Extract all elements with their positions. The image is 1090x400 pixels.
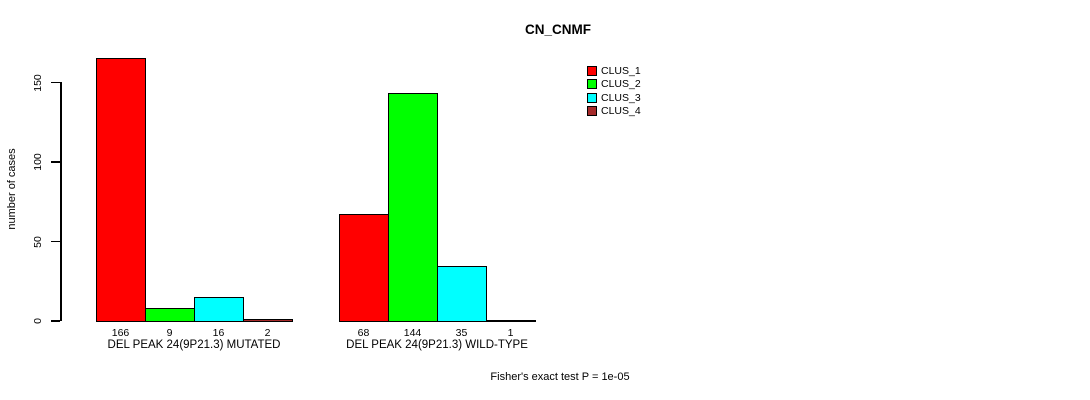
bar-clus_4 [243, 319, 293, 322]
bar-value-label: 2 [264, 327, 271, 339]
legend-label: CLUS_3 [601, 91, 641, 104]
y-tick-label: 150 [32, 73, 44, 92]
bar-value-label: 166 [111, 327, 130, 339]
y-tick-label: 50 [32, 235, 44, 248]
bar-clus_1 [339, 214, 389, 322]
legend-label: CLUS_4 [601, 105, 641, 117]
bar-clus_4 [486, 320, 536, 322]
legend-entry-clus_1: CLUS_1 [587, 64, 641, 77]
bar-value-label: 144 [403, 327, 422, 339]
chart-title: CN_CNMF [525, 22, 591, 37]
legend-swatch-icon [587, 79, 597, 89]
y-axis-line [60, 82, 62, 321]
bar-value-label: 35 [455, 327, 468, 339]
legend-swatch-icon [587, 106, 597, 116]
bar-clus_3 [194, 297, 244, 322]
legend-label: CLUS_2 [601, 78, 641, 90]
bar-value-label: 1 [507, 327, 514, 339]
y-tick-mark [51, 320, 60, 322]
legend-swatch-icon [587, 92, 597, 103]
bar-value-label: 16 [212, 327, 225, 339]
bar-clus_3 [437, 266, 487, 322]
legend-label: CLUS_1 [601, 64, 641, 77]
legend-entry-clus_3: CLUS_3 [587, 91, 641, 104]
y-tick-mark [51, 240, 60, 243]
bar-value-label: 9 [166, 327, 173, 339]
legend-swatch-icon [587, 65, 597, 76]
legend: CLUS_1 CLUS_2 CLUS_3 CLUS_4 [587, 65, 641, 117]
bar-clus_2 [145, 308, 195, 322]
y-tick-label: 0 [32, 318, 44, 324]
x-category-label: DEL PEAK 24(9P21.3) MUTATED [107, 339, 281, 351]
y-tick-mark [51, 81, 60, 84]
bar-clus_1 [96, 58, 146, 322]
x-category-label: DEL PEAK 24(9P21.3) WILD-TYPE [346, 339, 528, 351]
bar-value-label: 68 [357, 327, 370, 339]
bar-clus_2 [388, 93, 438, 322]
y-tick-mark [51, 161, 60, 163]
y-tick-label: 100 [32, 153, 44, 171]
legend-entry-clus_4: CLUS_4 [587, 105, 641, 117]
legend-entry-clus_2: CLUS_2 [587, 78, 641, 90]
fisher-test-annotation: Fisher's exact test P = 1e-05 [490, 371, 630, 383]
